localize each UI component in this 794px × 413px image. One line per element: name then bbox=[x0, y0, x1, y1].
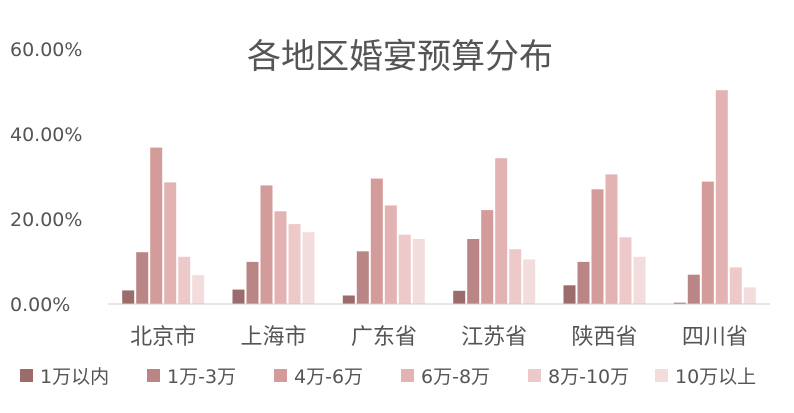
legend-swatch bbox=[401, 369, 414, 382]
bar bbox=[453, 290, 466, 304]
bar bbox=[495, 158, 508, 304]
legend-swatch bbox=[20, 369, 33, 382]
legend-swatch bbox=[655, 369, 668, 382]
bar bbox=[302, 232, 315, 304]
legend: 1万以内 1万-3万 4万-6万 6万-8万 8万-10万 10万以上 bbox=[20, 366, 756, 388]
bar bbox=[563, 285, 576, 304]
x-category-label: 上海市 bbox=[240, 325, 306, 350]
x-category-label: 北京市 bbox=[130, 325, 196, 350]
bar bbox=[619, 237, 632, 304]
x-category-label: 广东省 bbox=[351, 325, 417, 350]
bar bbox=[523, 259, 536, 304]
legend-swatch bbox=[274, 369, 287, 382]
legend-label: 6万-8万 bbox=[421, 366, 490, 388]
x-axis-categories: 北京市 上海市 广东省 江苏省 陕西省 四川省 bbox=[130, 325, 748, 350]
bar bbox=[577, 261, 590, 304]
legend-swatch bbox=[147, 369, 160, 382]
bar bbox=[729, 267, 742, 304]
y-tick-label: 20.00% bbox=[10, 209, 82, 231]
bar bbox=[164, 182, 177, 304]
bar bbox=[150, 147, 163, 304]
x-category-label: 四川省 bbox=[682, 325, 748, 350]
bar bbox=[122, 290, 135, 304]
bar bbox=[591, 189, 604, 305]
bar bbox=[356, 251, 369, 304]
bar bbox=[274, 211, 287, 304]
chart-title: 各地区婚宴预算分布 bbox=[247, 37, 553, 77]
bar bbox=[342, 295, 355, 304]
y-tick-label: 40.00% bbox=[10, 124, 82, 146]
bar bbox=[178, 256, 191, 304]
bars bbox=[122, 90, 756, 305]
bar bbox=[384, 205, 397, 304]
bar bbox=[605, 174, 618, 304]
bar bbox=[246, 261, 259, 304]
x-category-label: 江苏省 bbox=[461, 325, 527, 350]
bar bbox=[633, 256, 646, 304]
bar bbox=[701, 181, 714, 304]
bar bbox=[715, 90, 728, 304]
bar bbox=[192, 275, 205, 304]
bar bbox=[232, 289, 245, 304]
bar bbox=[481, 210, 494, 304]
y-tick-label: 0.00% bbox=[10, 294, 70, 316]
y-tick-label: 60.00% bbox=[10, 39, 82, 61]
bar bbox=[743, 287, 756, 304]
bar bbox=[136, 252, 149, 304]
bar bbox=[398, 234, 411, 304]
legend-label: 8万-10万 bbox=[548, 366, 629, 388]
bar bbox=[412, 239, 425, 304]
bar bbox=[288, 224, 301, 304]
bar bbox=[370, 178, 383, 304]
x-category-label: 陕西省 bbox=[571, 325, 637, 350]
bar bbox=[467, 239, 480, 304]
y-axis-ticks: 0.00% 20.00% 40.00% 60.00% bbox=[10, 39, 82, 316]
bar bbox=[673, 302, 686, 304]
legend-label: 10万以上 bbox=[675, 366, 756, 388]
bar bbox=[687, 274, 700, 304]
legend-label: 1万-3万 bbox=[167, 366, 236, 388]
bar bbox=[260, 185, 273, 304]
legend-label: 1万以内 bbox=[40, 366, 109, 388]
legend-label: 4万-6万 bbox=[294, 366, 363, 388]
bar bbox=[509, 249, 522, 304]
legend-swatch bbox=[528, 369, 541, 382]
